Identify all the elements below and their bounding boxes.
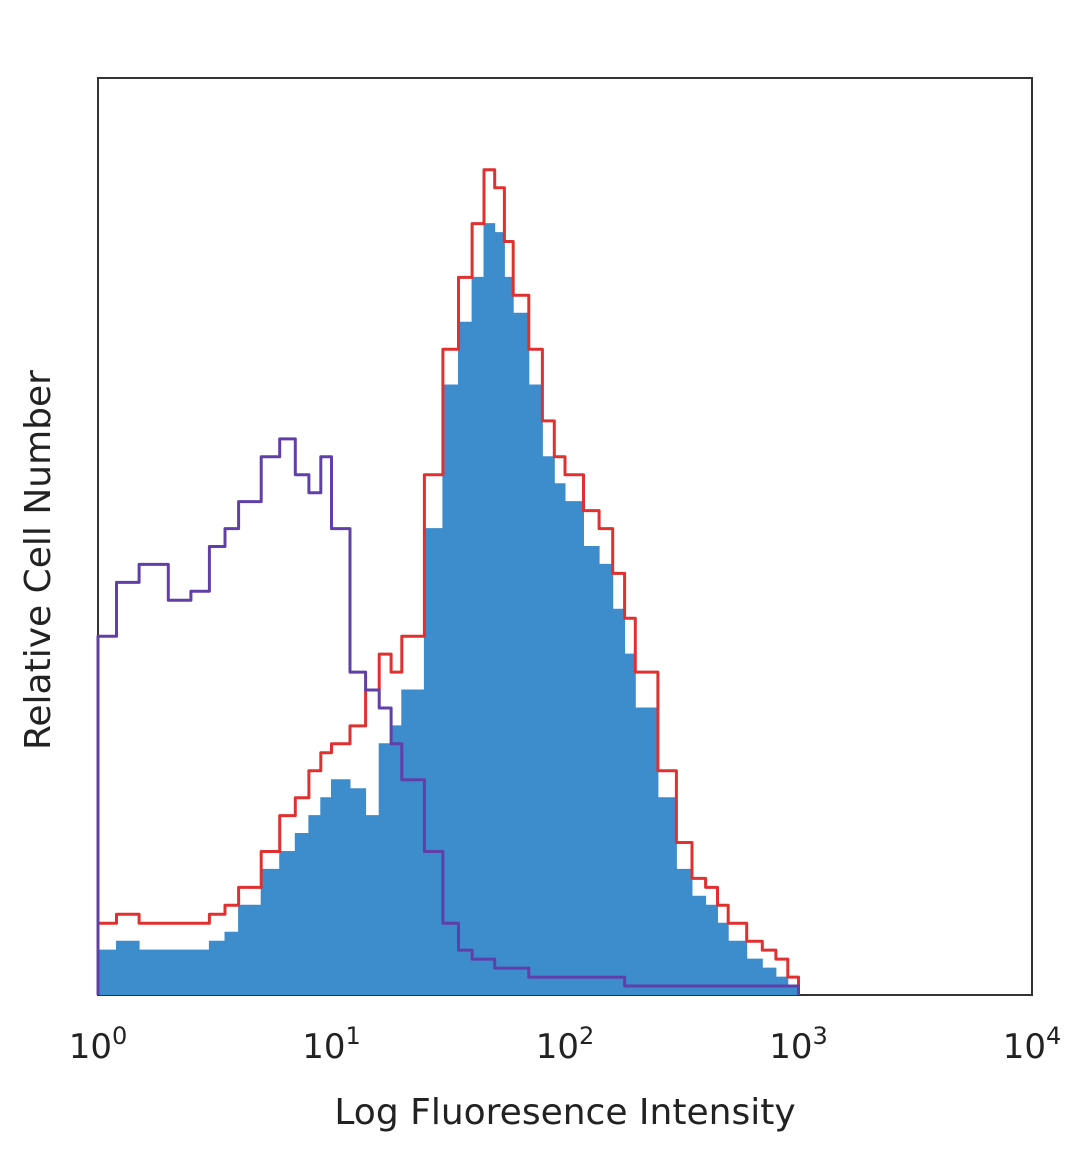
histogram-series-2 bbox=[96, 437, 800, 995]
x-tick-label-1: 101 bbox=[302, 1022, 361, 1067]
series-layer bbox=[96, 168, 800, 995]
x-axis-label: Log Fluoresence Intensity bbox=[334, 1092, 795, 1133]
x-tick-label-2: 102 bbox=[536, 1022, 595, 1067]
x-tick-labels: 100 101 102 103 104 bbox=[69, 1022, 1062, 1067]
x-tick-label-4: 104 bbox=[1003, 1022, 1062, 1067]
histogram-series-1 bbox=[96, 168, 800, 995]
x-tick-label-0: 100 bbox=[69, 1022, 128, 1067]
x-tick-label-3: 103 bbox=[769, 1022, 828, 1067]
y-axis-label: Relative Cell Number bbox=[18, 370, 59, 750]
histogram-series-0 bbox=[97, 223, 799, 995]
